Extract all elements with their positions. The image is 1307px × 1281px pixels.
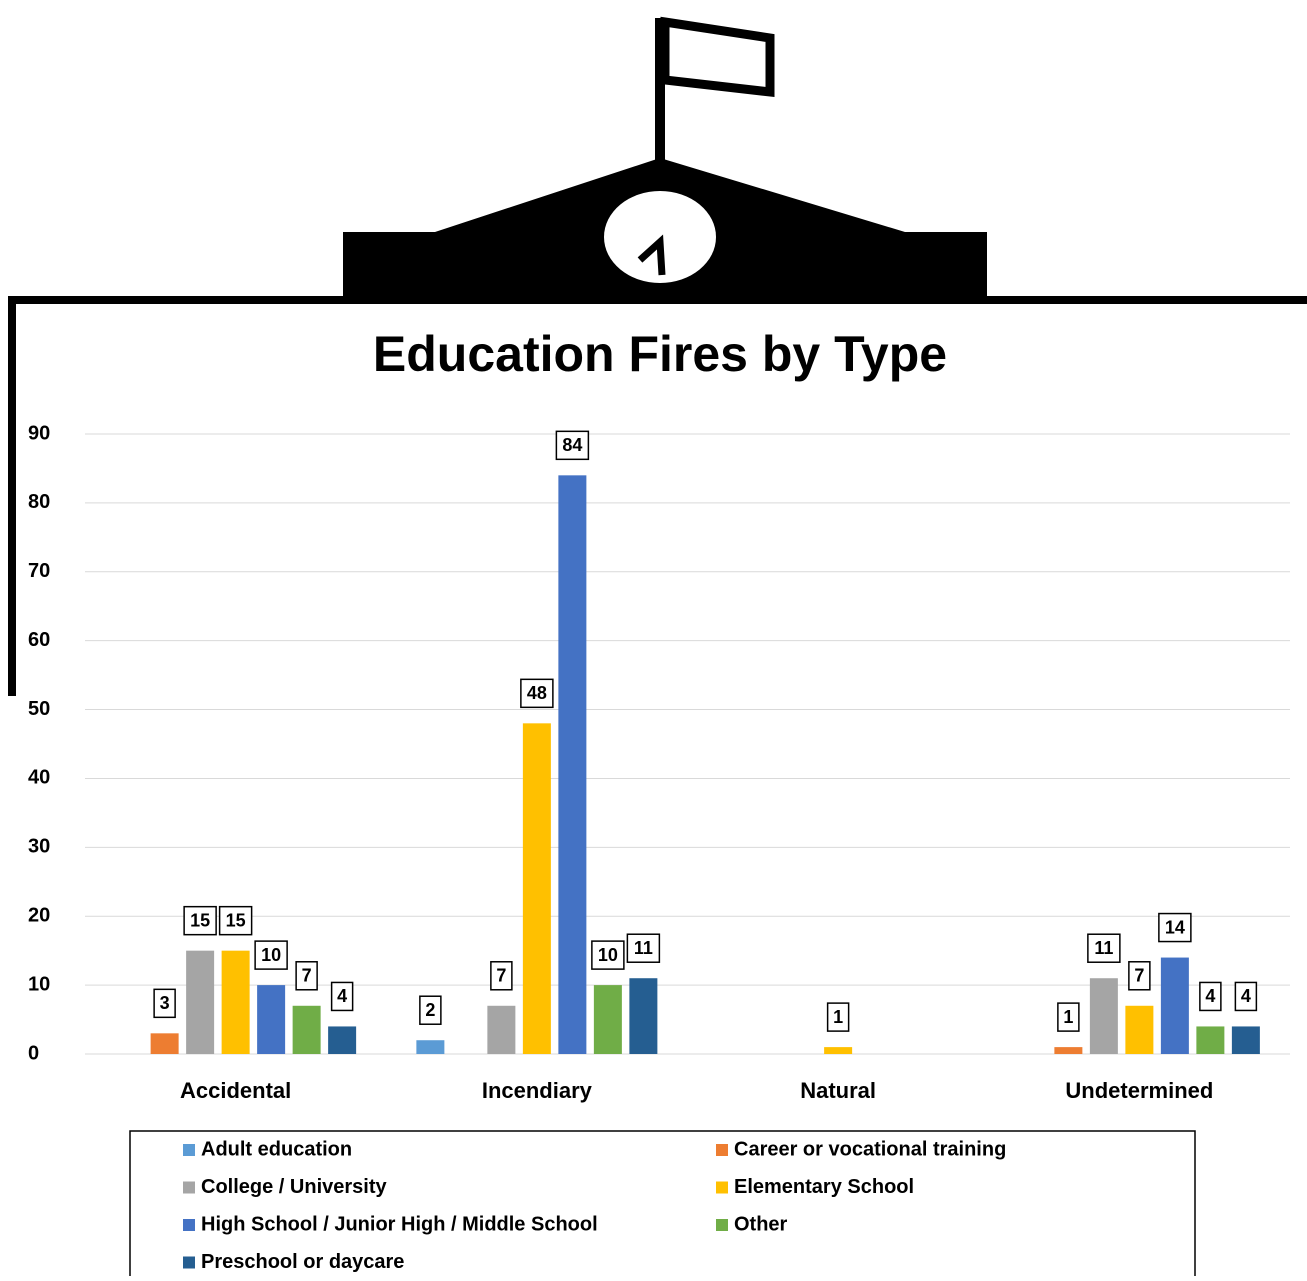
bar — [1054, 1047, 1083, 1054]
bar — [257, 985, 286, 1054]
bar — [186, 950, 215, 1054]
data-label: 7 — [496, 966, 506, 986]
legend-swatch — [183, 1181, 195, 1194]
chart-title: Education Fires by Type — [373, 326, 947, 382]
data-label-box — [490, 961, 513, 991]
x-tick-label: Accidental — [180, 1078, 291, 1103]
data-label-box — [1158, 912, 1192, 943]
data-label: 84 — [562, 435, 582, 455]
y-tick-label: 30 — [28, 836, 50, 858]
data-label-box — [826, 1002, 850, 1032]
bar — [558, 475, 587, 1054]
school-building — [343, 16, 987, 302]
data-label-box — [419, 995, 442, 1025]
bar — [416, 1040, 445, 1054]
data-label-box — [254, 940, 288, 970]
bar — [150, 1033, 179, 1054]
legend-swatch — [716, 1181, 728, 1194]
bar — [1196, 1026, 1225, 1054]
legend-swatch — [183, 1144, 195, 1156]
data-label-box — [626, 933, 661, 963]
data-label: 4 — [337, 986, 347, 1006]
data-label: 15 — [226, 910, 246, 930]
data-label: 11 — [634, 938, 653, 958]
bar — [328, 1026, 357, 1054]
legend-swatch — [716, 1144, 728, 1156]
legend-label: College / University — [201, 1176, 387, 1198]
x-tick-label: Undetermined — [1065, 1078, 1213, 1103]
data-label-box — [295, 961, 318, 991]
data-label-box — [218, 905, 253, 936]
legend-label: Elementary School — [734, 1176, 914, 1198]
data-label: 10 — [261, 945, 281, 965]
y-tick-label: 0 — [28, 1042, 39, 1064]
data-label: 14 — [1165, 917, 1185, 937]
data-label: 15 — [190, 910, 210, 930]
x-tick-label: Natural — [800, 1078, 876, 1103]
data-label-box — [520, 678, 554, 709]
legend-label: High School / Junior High / Middle Schoo… — [201, 1213, 598, 1235]
legend-label: Other — [734, 1213, 788, 1235]
y-tick-label: 40 — [28, 767, 50, 789]
bar — [824, 1047, 853, 1054]
data-label-box — [1128, 961, 1151, 991]
bar — [292, 1005, 321, 1054]
legend-box — [129, 1130, 1196, 1281]
data-label-box — [1234, 981, 1258, 1012]
data-label: 4 — [1205, 986, 1215, 1006]
legend-label: Career or vocational training — [734, 1138, 1006, 1160]
data-label: 1 — [1063, 1007, 1073, 1027]
data-label-box — [1199, 981, 1222, 1012]
bar — [593, 985, 622, 1054]
data-label: 11 — [1094, 938, 1113, 958]
y-tick-label: 10 — [28, 973, 50, 995]
legend-swatch — [183, 1219, 195, 1231]
data-label-box — [183, 905, 217, 936]
data-label-box — [1087, 933, 1121, 963]
bar — [1160, 957, 1189, 1054]
data-label-box — [1057, 1002, 1080, 1032]
bar — [221, 950, 250, 1054]
data-label: 10 — [598, 945, 618, 965]
bar — [1231, 1026, 1260, 1054]
data-label-box — [153, 988, 176, 1019]
data-label: 7 — [1134, 966, 1144, 986]
bar — [1125, 1005, 1154, 1054]
frame — [8, 296, 1307, 1276]
y-tick-label: 80 — [28, 491, 50, 513]
data-label-box — [591, 940, 625, 970]
data-label: 4 — [1241, 986, 1251, 1006]
legend-swatch — [716, 1219, 728, 1231]
legend-swatch — [183, 1256, 195, 1269]
data-label: 7 — [302, 966, 312, 986]
y-tick-label: 70 — [28, 560, 50, 582]
bar — [1089, 978, 1118, 1054]
legend-label: Adult education — [201, 1138, 352, 1160]
y-tick-label: 20 — [28, 905, 50, 927]
bar — [487, 1005, 516, 1054]
legend-label: Preschool or daycare — [201, 1251, 404, 1273]
y-tick-label: 90 — [28, 422, 50, 444]
data-label: 48 — [527, 683, 547, 703]
bar — [522, 723, 551, 1054]
data-label: 3 — [160, 993, 170, 1013]
data-label-box — [555, 430, 590, 461]
data-label: 1 — [833, 1007, 843, 1027]
data-label: 2 — [425, 1000, 435, 1020]
x-tick-label: Incendiary — [482, 1078, 593, 1103]
data-label-box — [330, 981, 354, 1012]
y-tick-label: 60 — [28, 629, 50, 651]
y-tick-label: 50 — [28, 698, 50, 720]
bar — [629, 978, 658, 1054]
